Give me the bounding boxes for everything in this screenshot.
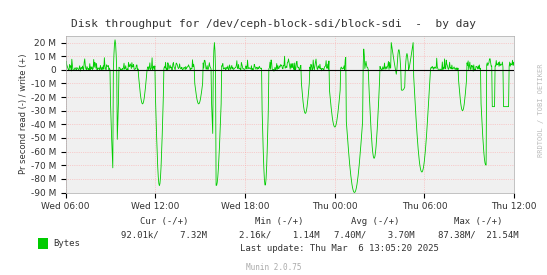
Text: Bytes: Bytes	[53, 239, 80, 248]
Text: 87.38M/  21.54M: 87.38M/ 21.54M	[438, 231, 519, 240]
Text: Disk throughput for /dev/ceph-block-sdi/block-sdi  -  by day: Disk throughput for /dev/ceph-block-sdi/…	[71, 19, 476, 29]
Y-axis label: Pr second read (-) / write (+): Pr second read (-) / write (+)	[19, 54, 28, 174]
Text: 2.16k/    1.14M: 2.16k/ 1.14M	[238, 231, 319, 240]
Text: Min (-/+): Min (-/+)	[255, 217, 303, 226]
Text: Max (-/+): Max (-/+)	[455, 217, 503, 226]
Text: 7.40M/    3.70M: 7.40M/ 3.70M	[334, 231, 415, 240]
Text: RRDTOOL / TOBI OETIKER: RRDTOOL / TOBI OETIKER	[538, 63, 544, 157]
Text: Cur (-/+): Cur (-/+)	[140, 217, 188, 226]
Text: Munin 2.0.75: Munin 2.0.75	[246, 263, 301, 271]
Text: 92.01k/    7.32M: 92.01k/ 7.32M	[121, 231, 207, 240]
Text: Last update: Thu Mar  6 13:05:20 2025: Last update: Thu Mar 6 13:05:20 2025	[240, 244, 439, 253]
Text: Avg (-/+): Avg (-/+)	[351, 217, 399, 226]
